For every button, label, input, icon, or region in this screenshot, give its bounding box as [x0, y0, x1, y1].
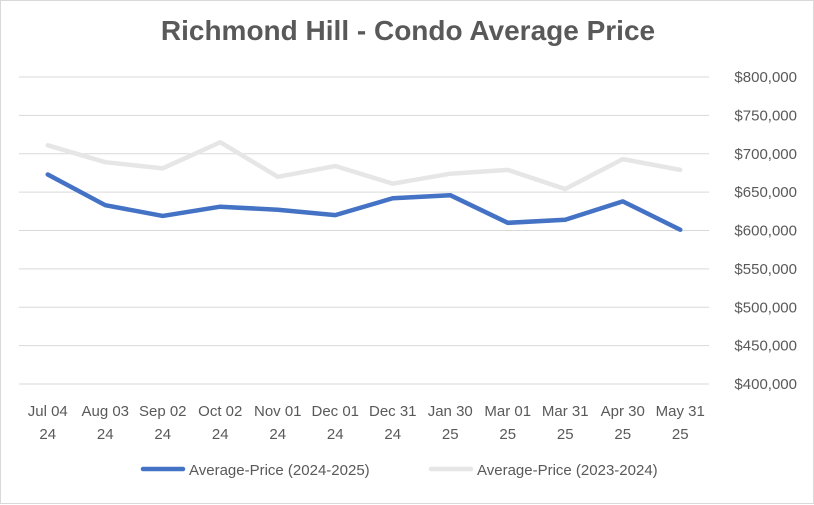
- x-tick-label: Sep 02: [139, 403, 187, 420]
- x-tick-label: 24: [269, 426, 286, 443]
- x-tick-label: 24: [384, 426, 401, 443]
- y-tick-label: $750,000: [734, 107, 797, 124]
- x-tick-label: Nov 01: [254, 403, 302, 420]
- x-tick-label: Dec 01: [311, 403, 359, 420]
- legend-label: Average-Price (2024-2025): [189, 462, 370, 479]
- x-tick-label: Dec 31: [369, 403, 417, 420]
- x-tick-label: 24: [154, 426, 171, 443]
- series-line-1: [45, 139, 683, 192]
- y-tick-label: $600,000: [734, 223, 797, 240]
- x-tick-label: Mar 31: [542, 403, 589, 420]
- legend-label: Average-Price (2023-2024): [477, 462, 658, 479]
- y-tick-label: $700,000: [734, 146, 797, 163]
- x-tick-label: May 31: [656, 403, 705, 420]
- x-tick-label: Jan 30: [428, 403, 473, 420]
- y-tick-label: $400,000: [734, 376, 797, 393]
- x-tick-label: 24: [212, 426, 229, 443]
- x-tick-label: 24: [39, 426, 56, 443]
- x-tick-label: 25: [614, 426, 631, 443]
- x-tick-label: Oct 02: [198, 403, 242, 420]
- x-tick-label: Jul 04: [28, 403, 68, 420]
- chart-title: Richmond Hill - Condo Average Price: [160, 15, 656, 46]
- x-tick-label: 24: [327, 426, 344, 443]
- x-tick-label: 24: [97, 426, 114, 443]
- x-tick-label: 25: [557, 426, 574, 443]
- x-tick-label: 25: [672, 426, 689, 443]
- x-tick-label: 25: [499, 426, 516, 443]
- y-tick-label: $800,000: [734, 69, 797, 86]
- x-tick-label: Apr 30: [601, 403, 645, 420]
- x-tick-label: Mar 01: [484, 403, 531, 420]
- y-tick-label: $550,000: [734, 261, 797, 278]
- y-tick-label: $650,000: [734, 184, 797, 201]
- series-line-0: [45, 172, 683, 232]
- y-tick-label: $500,000: [734, 299, 797, 316]
- x-tick-label: Aug 03: [81, 403, 129, 420]
- y-tick-label: $450,000: [734, 338, 797, 355]
- x-tick-label: 25: [442, 426, 459, 443]
